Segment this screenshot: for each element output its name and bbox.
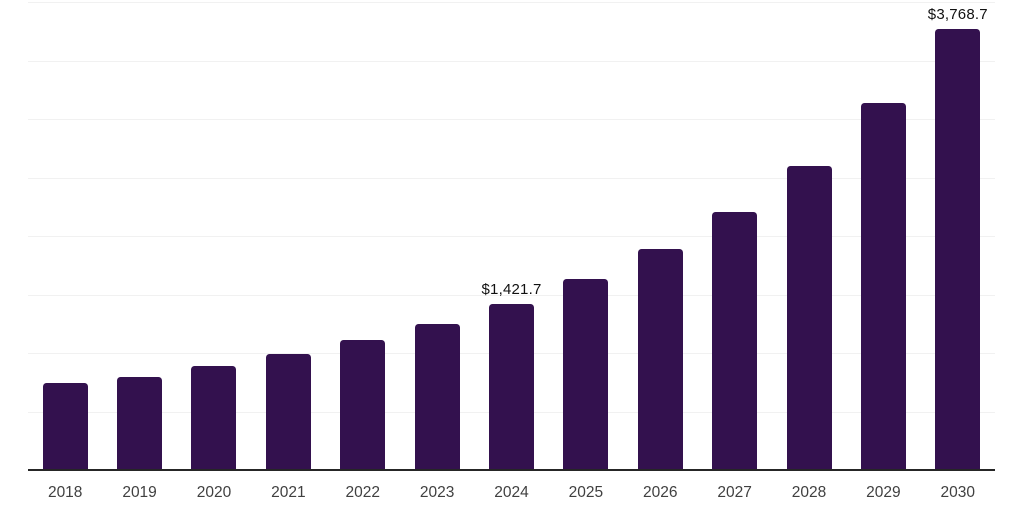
x-tick-label-2024: 2024 (494, 484, 529, 501)
gridline (28, 177, 995, 179)
gridline (28, 2, 995, 3)
x-tick-label-2022: 2022 (345, 484, 380, 501)
gridline (28, 236, 995, 237)
x-tick-label-2029: 2029 (866, 484, 901, 501)
bar-2023 (414, 323, 460, 470)
bar-2018 (42, 382, 88, 470)
bar-2024 (489, 303, 534, 470)
bar-2020 (191, 365, 237, 470)
gridline (28, 119, 995, 120)
x-tick-label-2018: 2018 (47, 484, 83, 501)
bar-2022 (340, 339, 386, 470)
bar-2025 (563, 278, 609, 470)
value-label-2024: $1,421.7 (481, 280, 542, 298)
bar-2021 (265, 353, 311, 470)
bar-2027 (712, 211, 758, 470)
x-tick-label-2021: 2021 (271, 484, 306, 501)
bar-2028 (786, 165, 832, 470)
x-tick-label-2025: 2025 (568, 484, 604, 501)
x-tick-label-2028: 2028 (791, 484, 827, 501)
x-tick-label-2019: 2019 (122, 484, 157, 501)
gridline (28, 294, 995, 296)
x-tick-label-2023: 2023 (419, 484, 455, 501)
bar-2029 (860, 102, 906, 470)
x-tick-label-2020: 2020 (196, 484, 232, 501)
x-axis-line (28, 469, 995, 471)
bar-2019 (117, 376, 163, 470)
x-tick-label-2030: 2030 (940, 484, 976, 501)
x-tick-label-2027: 2027 (717, 484, 752, 501)
x-tick-label-2026: 2026 (643, 484, 678, 501)
bar-2030 (935, 29, 981, 470)
bar-2026 (637, 248, 683, 470)
value-label-2030: $3,768.7 (927, 6, 988, 24)
gridline (28, 60, 995, 62)
